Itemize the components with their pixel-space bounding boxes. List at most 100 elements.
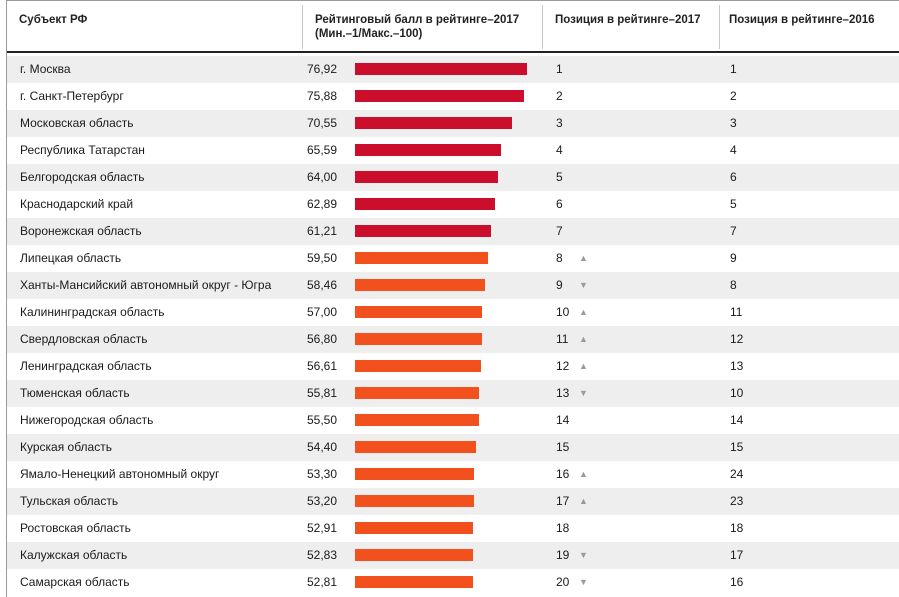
table-row: Ростовская область 52,91 18 18 bbox=[7, 515, 899, 542]
position-2016: 14 bbox=[730, 413, 744, 427]
score-label: 56,61 bbox=[307, 359, 338, 373]
position-2016: 9 bbox=[730, 251, 737, 265]
position-2017: 19 bbox=[556, 548, 570, 562]
region-name: Тульская область bbox=[20, 494, 119, 508]
header-score-line2: (Мин.–1/Макс.–100) bbox=[315, 28, 423, 40]
table-body: г. Москва 76,92 1 1 г. Санкт-Петербург 75,88 2… bbox=[7, 56, 899, 596]
score-bar bbox=[355, 441, 476, 453]
position-2017: 5 bbox=[556, 170, 563, 184]
table-row: Тюменская область 55,81 13 ▼ 10 bbox=[7, 380, 899, 407]
score-bar bbox=[355, 468, 474, 480]
position-2016: 12 bbox=[730, 332, 744, 346]
score-bar bbox=[355, 306, 482, 318]
position-2016: 2 bbox=[730, 89, 737, 103]
header-pos2016: Позиция в рейтинге–2016 bbox=[729, 14, 875, 26]
rank-down-icon: ▼ bbox=[579, 550, 588, 560]
position-2017: 11 bbox=[556, 332, 569, 346]
position-2016: 24 bbox=[730, 467, 744, 481]
score-bar bbox=[355, 252, 488, 264]
score-label: 64,00 bbox=[307, 170, 338, 184]
header-divider bbox=[542, 5, 543, 49]
score-label: 76,92 bbox=[307, 62, 338, 76]
table-row: Республика Татарстан 65,59 4 4 bbox=[7, 137, 899, 164]
table-row: Краснодарский край 62,89 6 5 bbox=[7, 191, 899, 218]
region-name: Ямало-Ненецкий автономный округ bbox=[20, 467, 220, 481]
position-2016: 13 bbox=[730, 359, 744, 373]
region-name: Белгородская область bbox=[20, 170, 145, 184]
region-name: Нижегородская область bbox=[20, 413, 154, 427]
score-bar bbox=[355, 279, 485, 291]
region-name: Липецкая область bbox=[20, 251, 122, 265]
position-2016: 16 bbox=[730, 575, 744, 589]
region-name: г. Санкт-Петербург bbox=[20, 89, 124, 103]
region-name: Калининградская область bbox=[20, 305, 165, 319]
table-row: г. Москва 76,92 1 1 bbox=[7, 56, 899, 83]
score-label: 52,91 bbox=[307, 521, 338, 535]
score-label: 75,88 bbox=[307, 89, 338, 103]
region-name: Московская область bbox=[20, 116, 134, 130]
position-2017: 14 bbox=[556, 413, 570, 427]
table-row: Тульская область 53,20 17 ▲ 23 bbox=[7, 488, 899, 515]
table-row: Калужская область 52,83 19 ▼ 17 bbox=[7, 542, 899, 569]
table-row: Ленинградская область 56,61 12 ▲ 13 bbox=[7, 353, 899, 380]
region-name: Ростовская область bbox=[20, 521, 131, 535]
table-row: г. Санкт-Петербург 75,88 2 2 bbox=[7, 83, 899, 110]
position-2016: 7 bbox=[730, 224, 737, 238]
position-2017: 17 bbox=[556, 494, 570, 508]
score-label: 70,55 bbox=[307, 116, 338, 130]
table-row: Свердловская область 56,80 11 ▲ 12 bbox=[7, 326, 899, 353]
score-label: 52,81 bbox=[307, 575, 338, 589]
position-2016: 1 bbox=[730, 62, 737, 76]
position-2016: 10 bbox=[730, 386, 744, 400]
score-bar bbox=[355, 333, 482, 345]
position-2017: 20 bbox=[556, 575, 570, 589]
position-2017: 2 bbox=[556, 89, 563, 103]
position-2016: 18 bbox=[730, 521, 744, 535]
position-2017: 10 bbox=[556, 305, 570, 319]
table-row: Липецкая область 59,50 8 ▲ 9 bbox=[7, 245, 899, 272]
position-2016: 23 bbox=[730, 494, 744, 508]
score-label: 57,00 bbox=[307, 305, 338, 319]
header-pos2017: Позиция в рейтинге–2017 bbox=[555, 14, 701, 26]
position-2016: 15 bbox=[730, 440, 744, 454]
rank-up-icon: ▲ bbox=[579, 361, 588, 371]
score-bar bbox=[355, 63, 527, 75]
position-2016: 11 bbox=[730, 305, 743, 319]
table-row: Воронежская область 61,21 7 7 bbox=[7, 218, 899, 245]
header-divider bbox=[302, 5, 303, 49]
score-label: 61,21 bbox=[307, 224, 338, 238]
region-name: Ленинградская область bbox=[20, 359, 152, 373]
region-name: Ханты-Мансийский автономный округ - Югра bbox=[20, 278, 272, 292]
region-name: Курская область bbox=[20, 440, 112, 454]
position-2016: 3 bbox=[730, 116, 737, 130]
score-bar bbox=[355, 171, 498, 183]
table-frame bbox=[6, 0, 899, 597]
position-2017: 18 bbox=[556, 521, 570, 535]
position-2017: 13 bbox=[556, 386, 570, 400]
score-bar bbox=[355, 522, 473, 534]
position-2016: 17 bbox=[730, 548, 744, 562]
score-label: 65,59 bbox=[307, 143, 338, 157]
region-name: Самарская область bbox=[20, 575, 130, 589]
region-name: Краснодарский край bbox=[20, 197, 134, 211]
score-bar bbox=[355, 414, 479, 426]
position-2016: 6 bbox=[730, 170, 737, 184]
header-score: Рейтинговый балл в рейтинге–2017 (Мин.–1… bbox=[315, 13, 519, 41]
score-label: 59,50 bbox=[307, 251, 338, 265]
position-2016: 5 bbox=[730, 197, 737, 211]
score-bar bbox=[355, 495, 474, 507]
table-row: Курская область 54,40 15 15 bbox=[7, 434, 899, 461]
position-2017: 16 bbox=[556, 467, 570, 481]
position-2017: 12 bbox=[556, 359, 570, 373]
table-row: Самарская область 52,81 20 ▼ 16 bbox=[7, 569, 899, 596]
score-label: 53,20 bbox=[307, 494, 338, 508]
header-score-line1: Рейтинговый балл в рейтинге–2017 bbox=[315, 14, 520, 26]
position-2017: 4 bbox=[556, 143, 563, 157]
position-2017: 8 bbox=[556, 251, 563, 265]
position-2016: 8 bbox=[730, 278, 737, 292]
score-bar bbox=[355, 549, 473, 561]
header-subject: Субъект РФ bbox=[19, 14, 88, 26]
table-header: Субъект РФ Рейтинговый балл в рейтинге–2… bbox=[7, 1, 899, 53]
score-bar bbox=[355, 144, 501, 156]
position-2017: 1 bbox=[556, 62, 563, 76]
